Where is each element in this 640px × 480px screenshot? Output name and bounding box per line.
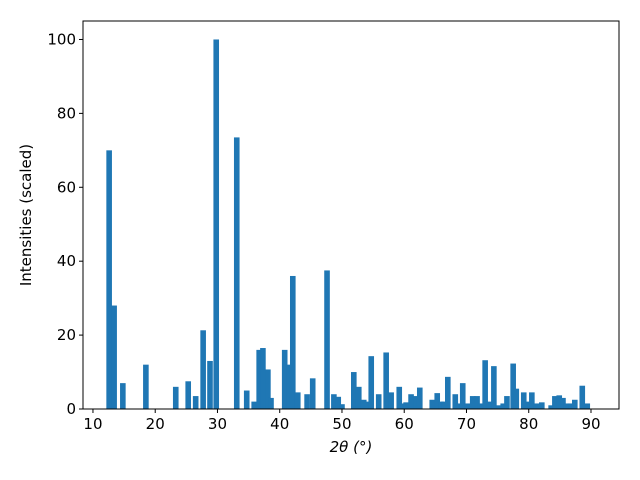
bar [233,137,240,409]
bar [560,397,566,409]
bar [172,386,179,409]
bar [413,396,419,409]
bar [584,403,591,409]
bar [286,364,292,409]
bar [552,396,558,409]
y-axis-label: Intensities (scaled) [17,144,35,286]
bar [539,402,545,409]
bar [243,390,250,409]
bar [403,402,409,409]
bar [294,392,301,409]
bar [504,396,510,409]
bar [459,383,466,409]
bar [486,401,492,409]
bar [281,349,288,409]
x-tick-label: 90 [581,415,600,433]
bar [408,394,414,409]
y-tick-label: 40 [57,252,76,270]
bar [400,403,406,409]
bar [563,403,570,409]
bar [368,356,375,409]
y-tick-label: 80 [57,104,76,122]
bar [525,401,531,409]
bar [477,403,484,409]
x-tick-label: 70 [457,415,476,433]
bar [556,395,563,409]
bar [339,404,345,409]
bar [500,403,507,409]
bar [513,388,520,409]
bar [520,392,527,409]
x-tick-label: 60 [395,415,414,433]
bar [482,360,488,409]
bar [304,394,310,409]
bar [265,369,271,409]
x-tick-label: 50 [332,415,351,433]
x-tick-label: 80 [519,415,538,433]
bar [491,366,497,409]
x-axis-label: 2θ (°) [330,438,373,456]
y-tick-label: 0 [66,400,76,418]
bar [309,378,316,409]
bar [289,275,296,409]
bar [251,401,257,409]
bar [548,405,554,409]
bar [351,372,357,409]
bar [568,403,574,409]
bar [375,394,382,409]
bar [388,392,394,409]
bar [256,349,262,409]
bar [474,396,480,409]
bar [383,352,389,409]
bar [192,396,199,409]
bar [200,330,206,409]
bar [207,360,213,409]
bar [396,386,403,409]
x-tick-label: 30 [208,415,227,433]
x-tick-label: 10 [83,415,102,433]
x-tick-label: 20 [146,415,165,433]
bar [510,363,516,409]
y-tick-label: 60 [57,178,76,196]
bar [533,403,540,409]
bar [111,305,117,409]
bar [579,385,586,409]
bar [438,401,444,409]
bar [452,394,459,409]
bar [529,392,535,409]
bar [355,386,362,409]
bar [335,396,342,409]
bar [441,401,447,409]
bar [434,393,441,409]
y-tick-label: 20 [57,326,76,344]
bar [120,383,126,409]
bar [331,394,337,409]
bar [268,397,274,409]
bar [429,399,436,409]
bar [324,270,330,409]
bar [360,399,367,409]
bar [496,405,502,409]
bar [445,376,451,409]
bar [143,364,149,409]
axes-frame [82,20,620,410]
bar [464,403,471,409]
plot-area [106,39,591,410]
bar [571,399,578,409]
bar [260,348,266,409]
bar [364,401,370,409]
bar [416,387,423,409]
bar [106,150,112,410]
bar [213,39,220,409]
x-tick-label: 40 [270,415,289,433]
bar [456,403,462,409]
bar [185,381,192,409]
y-tick-label: 100 [47,30,76,48]
bar [469,396,476,409]
